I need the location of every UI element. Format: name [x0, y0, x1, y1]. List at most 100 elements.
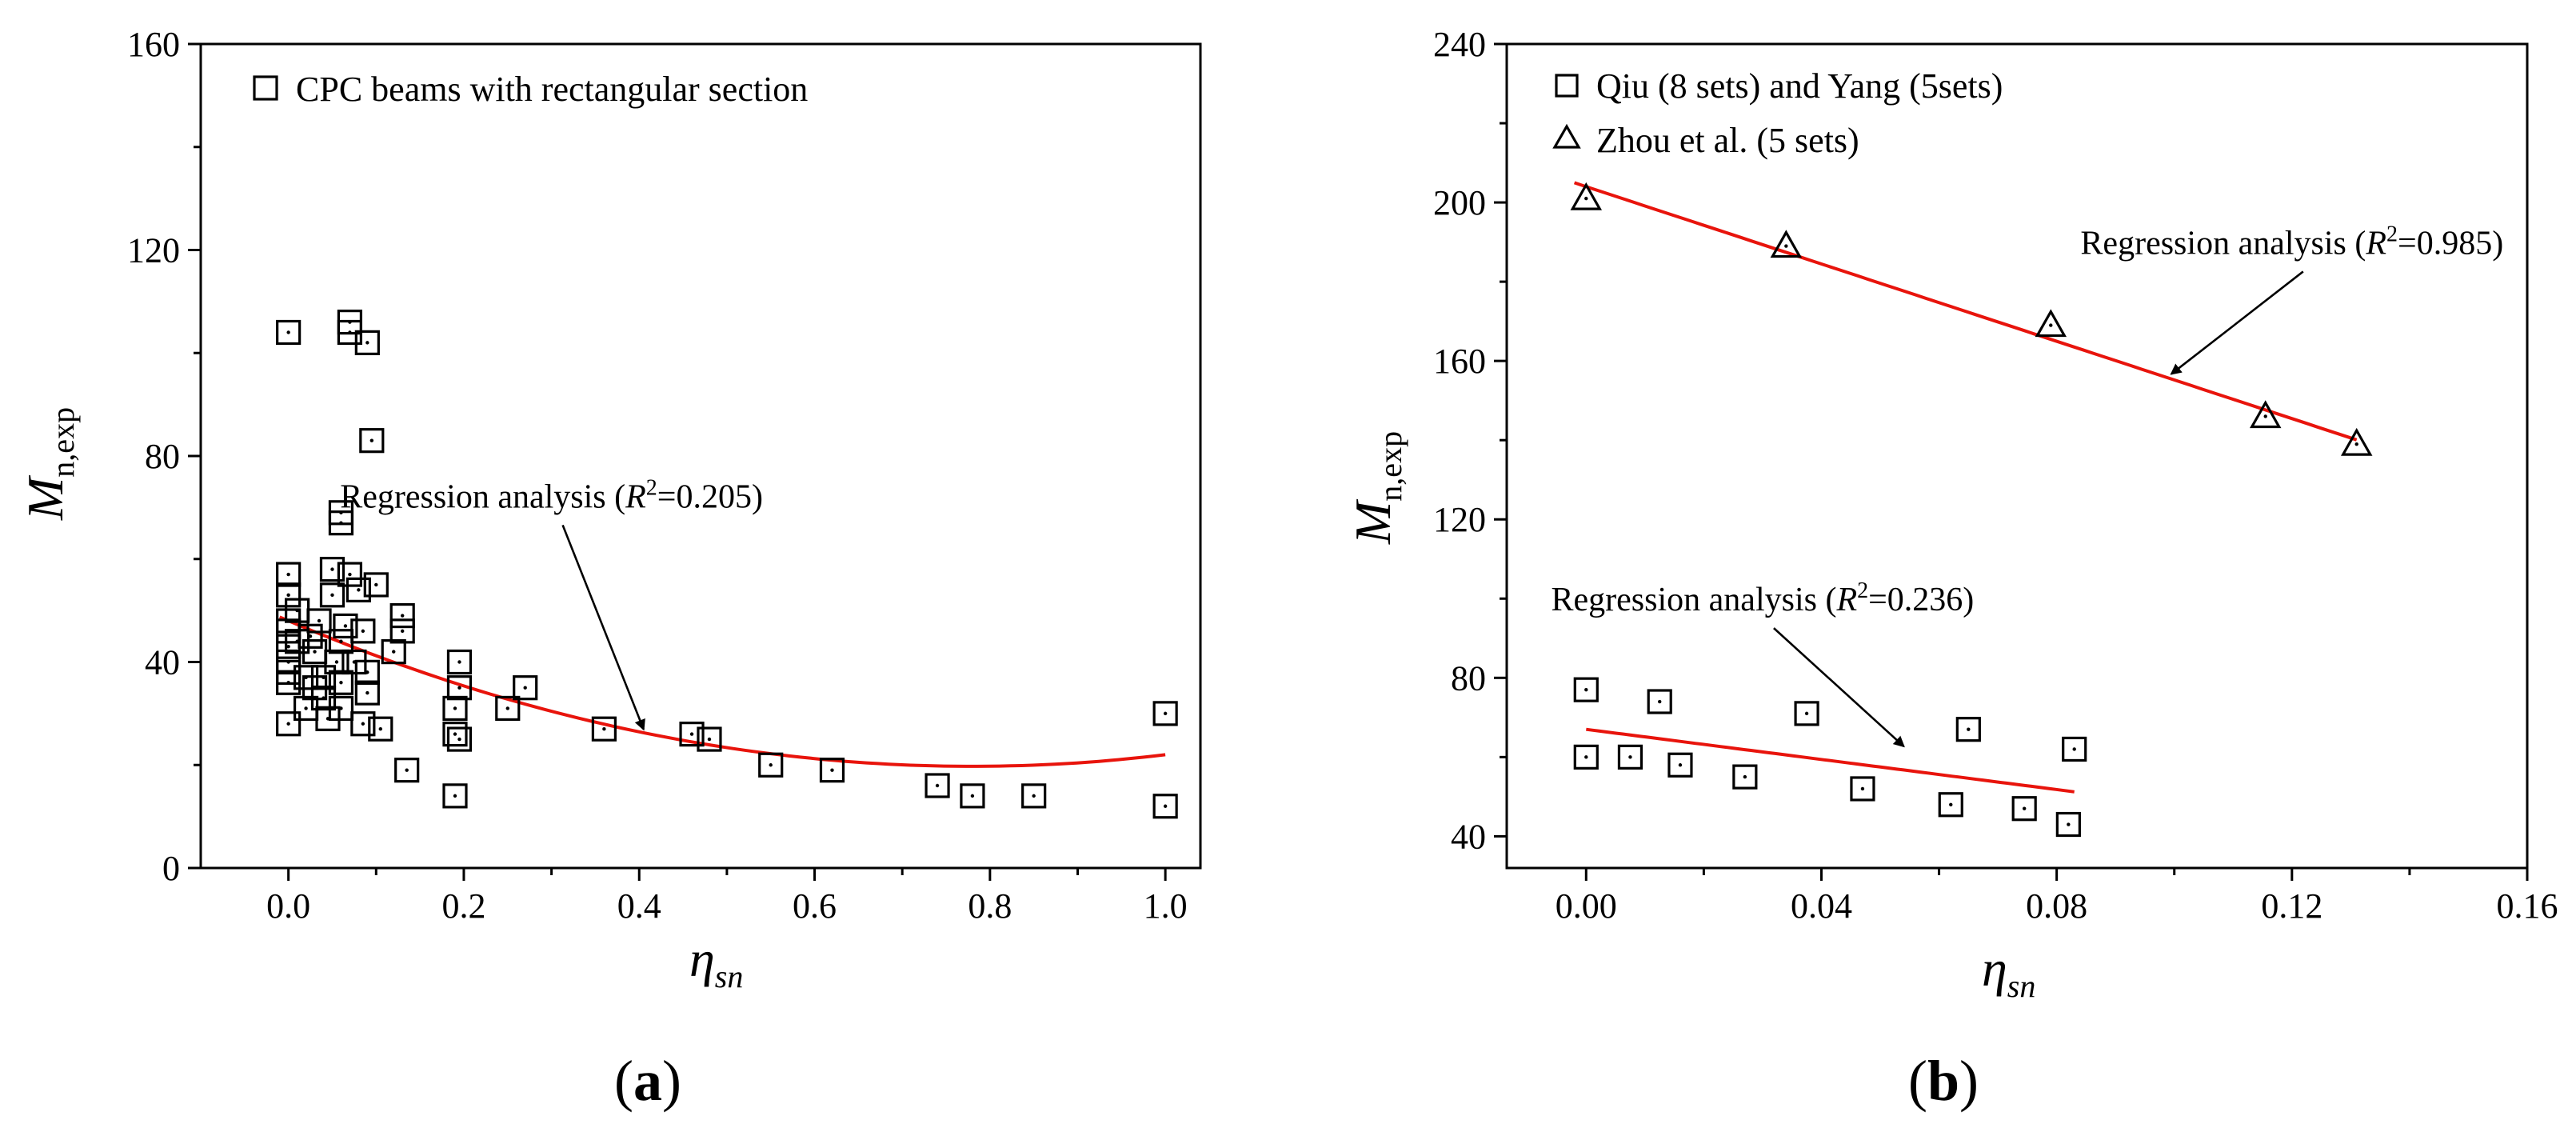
- data-point-square: [298, 623, 323, 649]
- y-tick-label: 120: [127, 231, 180, 270]
- data-point-square: [354, 330, 380, 355]
- data-point-center: [330, 593, 334, 598]
- data-point-center: [1860, 786, 1865, 791]
- data-point-square: [328, 670, 354, 695]
- x-tick-label: 0.04: [1791, 886, 1852, 926]
- data-point-square: [276, 670, 302, 695]
- regression-line: [1573, 181, 2358, 442]
- data-point-center: [1584, 196, 1588, 201]
- data-point-square: [2011, 796, 2037, 822]
- data-point-square: [2062, 736, 2087, 762]
- panel-b-y-axis-label: Mn,exp: [1344, 431, 1408, 545]
- data-point-center: [348, 572, 352, 577]
- data-point-center: [365, 670, 369, 674]
- panel-a-legend: CPC beams with rectangular section: [253, 70, 808, 109]
- data-point-center: [1628, 755, 1632, 759]
- data-point-square: [1850, 776, 1875, 802]
- x-tick-label: 0.12: [2261, 886, 2322, 926]
- y-tick-label: 160: [1433, 342, 1486, 381]
- data-point-center: [378, 726, 382, 731]
- x-tick-label: 0.4: [617, 886, 661, 926]
- data-point-center: [308, 634, 313, 638]
- data-point-square: [495, 695, 521, 722]
- x-tick-label: 0.6: [793, 886, 837, 926]
- data-point-center: [505, 706, 509, 710]
- data-point-center: [457, 660, 461, 664]
- data-point-square: [1021, 783, 1047, 809]
- data-point-center: [317, 618, 322, 623]
- data-point-square: [446, 726, 473, 752]
- data-point-square: [591, 716, 617, 742]
- x-tick-label: 0.8: [968, 886, 1012, 926]
- data-point-square: [359, 428, 385, 454]
- data-point-square: [1573, 677, 1599, 702]
- data-point-center: [374, 582, 378, 587]
- regression-annotation-label: Regression analysis (R2=0.236): [1552, 578, 1975, 618]
- data-point-center: [365, 341, 369, 345]
- panel-b-legend: Qiu (8 sets) and Yang (5sets) Zhou et al…: [1552, 66, 2003, 160]
- panel-b-label: (b): [1908, 1049, 1979, 1113]
- data-point-center: [453, 732, 457, 736]
- panel-b-fits: [1573, 181, 2358, 794]
- data-point-square: [925, 773, 950, 798]
- data-point-center: [322, 696, 325, 700]
- data-point-square: [350, 618, 376, 644]
- data-point-square: [328, 695, 354, 722]
- data-point-center: [330, 567, 334, 571]
- data-point-center: [1743, 774, 1747, 779]
- y-tick-label: 200: [1433, 183, 1486, 222]
- y-tick-label: 40: [145, 643, 180, 682]
- panel-a-chart: 0.0 0.2 0.4 0.6 0.8 1.0 0 40 80 120 160 CPC beams …: [17, 25, 1202, 1113]
- y-tick-label: 120: [1433, 500, 1486, 539]
- data-point-triangle: [2340, 427, 2373, 456]
- panel-a-fits: [278, 615, 1166, 768]
- data-point-center: [2354, 442, 2358, 446]
- data-point-square: [960, 783, 985, 809]
- data-point-square: [442, 695, 468, 722]
- y-tick-label: 80: [145, 437, 180, 476]
- data-point-center: [769, 763, 773, 767]
- x-tick-label: 0.08: [2026, 886, 2087, 926]
- data-point-center: [286, 681, 290, 685]
- legend-label-qiu-yang: Qiu (8 sets) and Yang (5sets): [1596, 66, 2003, 106]
- panel-b-axes: 0.00 0.04 0.08 0.12 0.16 40 80 120 160 200 240: [1433, 25, 2558, 926]
- data-point-center: [1967, 727, 1971, 731]
- data-point-center: [295, 608, 299, 613]
- data-point-triangle: [2249, 400, 2282, 429]
- panel-a-x-axis-label: ηsn: [689, 930, 743, 994]
- data-point-square: [319, 557, 345, 582]
- data-point-center: [357, 588, 361, 592]
- panel-a-annotation: Regression analysis (R2=0.205): [340, 475, 763, 731]
- data-point-center: [602, 726, 606, 731]
- data-point-center: [453, 706, 457, 710]
- data-point-center: [400, 629, 405, 634]
- legend-square-marker: [1555, 74, 1579, 98]
- regression-line: [1586, 727, 2075, 794]
- data-point-center: [339, 521, 343, 525]
- panel-a-y-axis-label: Mn,exp: [17, 407, 81, 521]
- data-point-square: [442, 722, 468, 747]
- data-point-center: [286, 330, 290, 334]
- data-point-square: [381, 639, 406, 665]
- panel-a-label: (a): [614, 1049, 681, 1113]
- panel-b-points: [1570, 182, 2373, 838]
- data-point-square: [1573, 744, 1599, 770]
- data-point-square: [306, 608, 332, 634]
- data-point-center: [1784, 244, 1788, 248]
- legend-label-cpc: CPC beams with rectangular section: [296, 70, 808, 109]
- data-point-center: [453, 794, 457, 798]
- data-point-center: [361, 722, 365, 726]
- data-point-square: [446, 675, 473, 701]
- panel-b-chart: 0.00 0.04 0.08 0.12 0.16 40 80 120 160 200 240 Qiu…: [1344, 25, 2558, 1113]
- data-point-center: [1584, 687, 1588, 692]
- y-tick-label: 240: [1433, 25, 1486, 64]
- data-point-square: [1152, 701, 1178, 726]
- x-tick-label: 1.0: [1144, 886, 1188, 926]
- x-tick-label: 0.0: [266, 886, 310, 926]
- data-point-center: [935, 783, 940, 788]
- panel-b-letter: b: [1927, 1049, 1959, 1113]
- x-tick-label: 0.16: [2497, 886, 2558, 926]
- data-point-center: [1658, 699, 1662, 704]
- data-point-square: [1938, 792, 1963, 818]
